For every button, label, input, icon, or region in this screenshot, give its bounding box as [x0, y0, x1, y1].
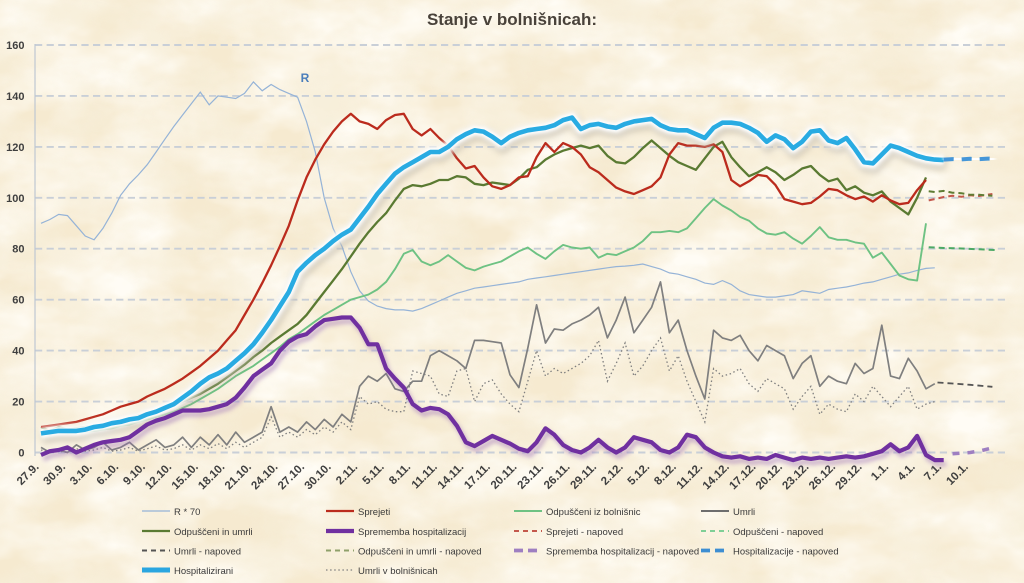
svg-text:80: 80 [12, 244, 24, 256]
svg-text:Umrli: Umrli [733, 507, 755, 518]
svg-text:160: 160 [6, 40, 24, 52]
svg-text:Sprememba hospitalizacij: Sprememba hospitalizacij [358, 527, 466, 538]
svg-text:Sprememba hospitalizacij - nap: Sprememba hospitalizacij - napoved [546, 547, 699, 558]
svg-text:60: 60 [12, 295, 24, 307]
svg-text:Sprejeti - napoved: Sprejeti - napoved [546, 527, 623, 538]
svg-text:Odpuščeni iz bolnišnic: Odpuščeni iz bolnišnic [546, 507, 641, 518]
svg-text:Sprejeti: Sprejeti [358, 507, 390, 518]
svg-text:140: 140 [6, 91, 24, 103]
svg-text:R: R [301, 71, 310, 85]
svg-text:Hospitalizacije - napoved: Hospitalizacije - napoved [733, 547, 839, 558]
svg-text:Umrli - napoved: Umrli - napoved [174, 547, 241, 558]
svg-text:0: 0 [18, 448, 24, 460]
svg-text:Stanje v bolnišnicah:: Stanje v bolnišnicah: [427, 10, 597, 29]
svg-text:Odpuščeni in umrli - napoved: Odpuščeni in umrli - napoved [358, 547, 482, 558]
svg-text:Hospitalizirani: Hospitalizirani [174, 566, 233, 577]
svg-text:Umrli v bolnišnicah: Umrli v bolnišnicah [358, 566, 438, 577]
svg-text:Odpuščeni in umrli: Odpuščeni in umrli [174, 527, 253, 538]
svg-text:120: 120 [6, 142, 24, 154]
svg-text:100: 100 [6, 193, 24, 205]
svg-text:40: 40 [12, 346, 24, 358]
svg-text:Odpuščeni - napoved: Odpuščeni - napoved [733, 527, 823, 538]
svg-text:20: 20 [12, 397, 24, 409]
svg-text:R * 70: R * 70 [174, 507, 200, 518]
